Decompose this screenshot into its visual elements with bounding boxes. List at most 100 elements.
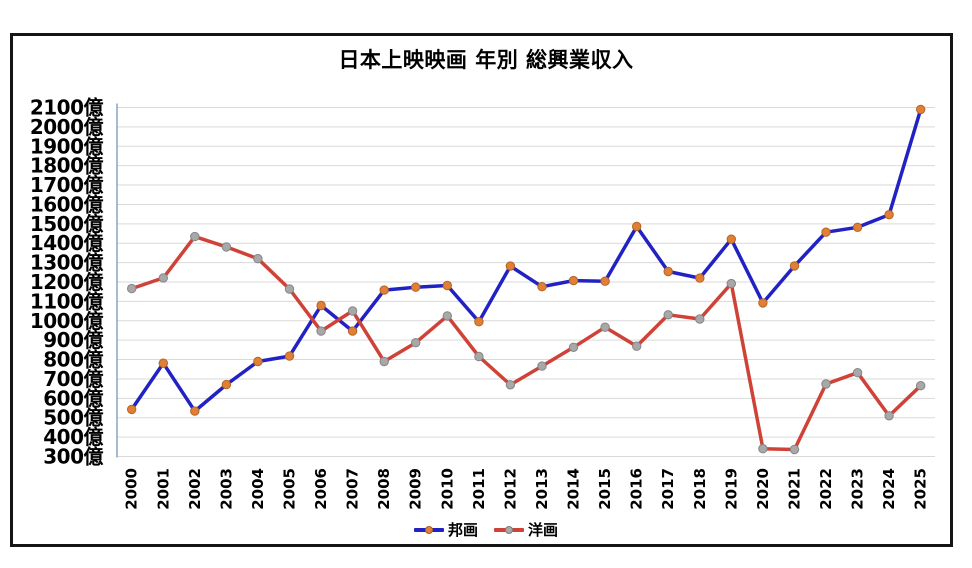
y-tick-label: 300億 — [43, 445, 103, 469]
y-tick-label: 700億 — [43, 367, 103, 391]
x-tick-label: 2022 — [817, 468, 835, 510]
data-point-marker — [127, 283, 137, 294]
youga-marker-dot-icon — [505, 526, 513, 534]
data-point-marker — [758, 444, 768, 454]
legend-item-youga: 洋画 — [494, 520, 559, 539]
x-tick-label: 2025 — [912, 468, 930, 510]
legend-label-houga: 邦画 — [447, 520, 478, 539]
data-point-marker — [505, 380, 516, 390]
data-point-marker — [852, 368, 863, 378]
data-point-marker — [190, 406, 200, 416]
x-tick-label: 2016 — [628, 468, 646, 510]
x-tick-label: 2015 — [596, 468, 614, 510]
data-point-marker — [821, 379, 831, 389]
data-point-marker — [253, 356, 263, 367]
y-tick-label: 1100億 — [30, 289, 104, 313]
data-point-marker — [316, 300, 326, 311]
houga-marker-dot-icon — [424, 526, 433, 534]
chart-title: 日本上映映画 年別 総興業収入 — [338, 48, 634, 72]
x-tick-label: 2013 — [533, 468, 551, 510]
x-tick-label: 2001 — [154, 468, 172, 510]
y-tick-label: 1000億 — [30, 309, 104, 333]
data-point-marker — [190, 231, 200, 242]
y-tick-label: 500億 — [43, 406, 103, 430]
data-point-marker — [411, 338, 421, 348]
data-point-marker — [663, 310, 673, 320]
data-point-marker — [474, 351, 484, 362]
x-tick-label: 2014 — [565, 468, 583, 510]
data-point-marker — [505, 261, 516, 271]
y-tick-label: 1200億 — [30, 270, 104, 294]
data-point-marker — [442, 311, 452, 321]
data-point-marker — [726, 234, 736, 244]
data-point-marker — [884, 210, 894, 220]
data-point-marker — [158, 273, 169, 283]
data-point-marker — [916, 381, 926, 391]
data-point-marker — [632, 221, 642, 232]
legend-item-houga: 邦画 — [413, 520, 478, 539]
data-point-marker — [127, 404, 137, 415]
x-tick-label: 2004 — [249, 468, 267, 510]
y-tick-label: 1300億 — [30, 251, 104, 275]
y-tick-label: 600億 — [43, 386, 103, 410]
y-tick-label: 1700億 — [30, 173, 104, 197]
y-tick-label: 1400億 — [30, 231, 104, 255]
data-point-marker — [695, 273, 705, 283]
data-point-marker — [284, 351, 295, 361]
y-tick-label: 800億 — [43, 348, 103, 372]
x-tick-label: 2020 — [754, 468, 772, 510]
x-tick-label: 2018 — [691, 468, 709, 510]
x-tick-label: 2008 — [375, 468, 393, 510]
data-point-marker — [600, 322, 610, 332]
data-point-marker — [221, 242, 232, 252]
data-point-marker — [916, 104, 926, 115]
legend: 邦画 洋画 — [0, 519, 972, 541]
data-point-marker — [568, 342, 579, 352]
data-point-marker — [789, 444, 800, 455]
x-tick-label: 2009 — [407, 468, 425, 510]
x-tick-label: 2003 — [217, 468, 235, 510]
data-point-marker — [537, 361, 547, 371]
x-tick-label: 2024 — [880, 468, 898, 510]
data-point-marker — [568, 275, 579, 286]
x-tick-label: 2002 — [186, 468, 204, 510]
data-point-marker — [789, 261, 800, 271]
data-point-marker — [221, 379, 232, 390]
x-tick-label: 2010 — [438, 468, 456, 510]
x-tick-label: 2012 — [501, 468, 519, 510]
x-tick-label: 2006 — [312, 468, 330, 510]
y-tick-label: 1800億 — [30, 154, 104, 178]
x-tick-label: 2007 — [344, 468, 362, 510]
chart-frame — [10, 33, 953, 547]
data-point-marker — [821, 227, 831, 237]
data-point-marker — [379, 356, 389, 367]
data-point-marker — [600, 276, 610, 286]
data-point-marker — [726, 278, 736, 289]
y-tick-label: 400億 — [43, 425, 103, 449]
x-tick-label: 2021 — [785, 468, 803, 510]
data-point-marker — [758, 298, 768, 308]
data-point-marker — [316, 326, 326, 336]
data-point-marker — [379, 285, 389, 295]
y-tick-label: 900億 — [43, 328, 103, 352]
data-point-marker — [284, 284, 295, 294]
y-tick-label: 2100億 — [30, 96, 104, 120]
x-tick-label: 2000 — [123, 468, 141, 510]
data-point-marker — [411, 282, 421, 292]
series-line-youga — [129, 234, 923, 452]
data-point-marker — [695, 314, 705, 324]
x-tick-label: 2017 — [659, 468, 677, 510]
data-point-marker — [852, 222, 863, 233]
data-point-marker — [253, 254, 263, 264]
data-point-marker — [663, 266, 673, 277]
data-point-marker — [347, 306, 358, 316]
x-tick-label: 2011 — [470, 468, 488, 510]
youga-line-marker-icon — [494, 526, 524, 534]
legend-label-youga: 洋画 — [528, 520, 559, 539]
data-point-marker — [632, 341, 642, 351]
x-tick-label: 2019 — [722, 468, 740, 510]
data-point-marker — [474, 317, 484, 327]
data-point-marker — [537, 282, 547, 292]
y-tick-label: 1600億 — [30, 192, 104, 216]
